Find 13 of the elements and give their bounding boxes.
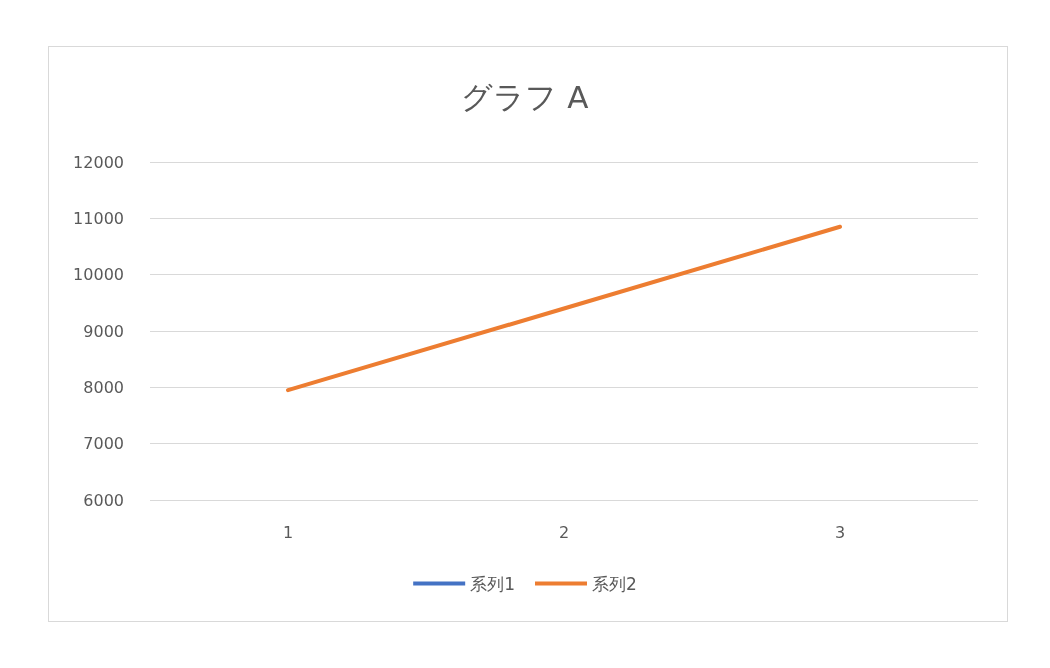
x-tick-label: 1 <box>282 522 294 542</box>
y-tick-label: 10000 <box>73 265 124 285</box>
y-tick-label: 7000 <box>83 434 124 454</box>
y-tick-label: 8000 <box>83 377 124 397</box>
chart-title: グラフ A <box>461 78 589 115</box>
y-tick-label: 12000 <box>73 152 124 172</box>
y-tick-label: 9000 <box>83 321 124 341</box>
x-tick-label: 3 <box>834 522 846 542</box>
legend-label: 系列1 <box>470 573 516 594</box>
y-tick-label: 11000 <box>73 208 124 228</box>
legend-label: 系列2 <box>592 573 637 594</box>
y-tick-label: 6000 <box>83 490 124 510</box>
x-tick-label: 2 <box>558 522 570 542</box>
